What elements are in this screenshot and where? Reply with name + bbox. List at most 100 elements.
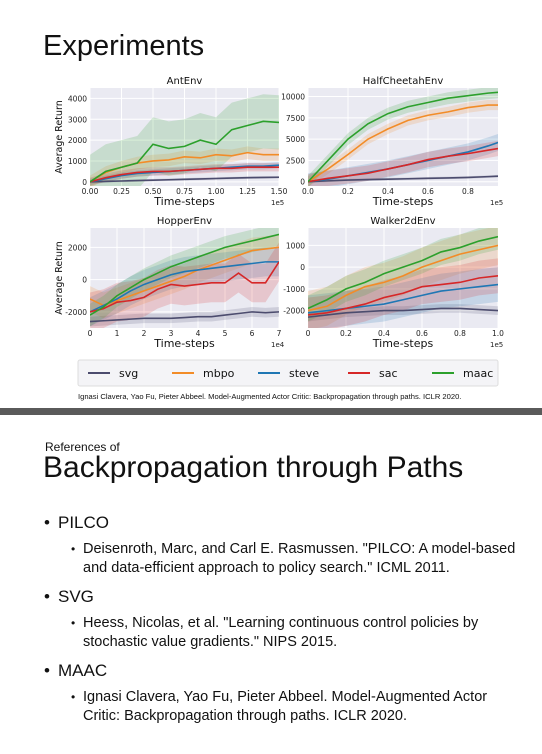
x-tick-label: 7 — [277, 329, 282, 338]
y-tick-label: 4000 — [68, 94, 87, 103]
x-tick-label: 2 — [142, 329, 147, 338]
x-axis-label: Time-steps — [153, 195, 215, 208]
y-tick-label: 1000 — [286, 241, 305, 250]
series-line-mbpo — [308, 244, 498, 312]
chart-panel-0: 0.00 0.25 0.50 0.75 1.00 1.25 1.50 0 1000 2000 300… — [54, 76, 288, 208]
x-tick-label: 0.6 — [422, 187, 434, 196]
x-tick-label: 0.00 — [82, 187, 99, 196]
series-line-maac — [90, 120, 279, 183]
series-line-maac — [90, 233, 279, 316]
chart-title: Walker2dEnv — [370, 216, 435, 227]
band-mbpo — [308, 228, 498, 328]
x-tick-label: 0.2 — [340, 329, 352, 338]
chart-legend: svg mbpo steve sac maac — [77, 359, 499, 387]
plot-background — [90, 228, 279, 328]
series-line-svg — [90, 176, 279, 183]
bullet-icon: • — [44, 513, 50, 532]
x-multiplier: 1e5 — [271, 199, 284, 207]
references-slide: References of Backpropagation through Pa… — [0, 415, 542, 754]
plot-background — [308, 88, 498, 186]
series-line-sac — [308, 147, 498, 183]
bullet-icon: • — [71, 542, 76, 556]
x-tick-label: 0 — [306, 329, 311, 338]
reference-citation-svg: • Heess, Nicolas, et al. "Learning contin… — [71, 614, 524, 652]
x-axis-label: Time-steps — [372, 195, 434, 208]
series-line-svg — [308, 175, 498, 183]
x-tick-label: 1.50 — [271, 187, 288, 196]
series-line-maac — [308, 91, 498, 183]
series-line-mbpo — [308, 104, 498, 183]
x-tick-label: 1.00 — [208, 187, 225, 196]
series-layer — [308, 228, 498, 328]
experiments-slide: Experiments 0.00 0.25 0.50 0.75 1.00 1.25 1.50… — [43, 30, 505, 401]
x-axis-label: Time-steps — [372, 337, 434, 350]
reference-heading-pilco: • PILCO — [44, 512, 524, 534]
legend-label-sac: sac — [379, 367, 398, 380]
band-steve — [308, 134, 498, 186]
x-tick-label: 4 — [196, 329, 201, 338]
y-tick-label: 7500 — [286, 114, 305, 123]
x-tick-label: 0.75 — [176, 187, 193, 196]
chart-title: HalfCheetahEnv — [363, 76, 444, 87]
y-tick-label: 2000 — [68, 136, 87, 145]
results-charts: 0.00 0.25 0.50 0.75 1.00 1.25 1.50010002000300… — [54, 76, 504, 387]
band-mbpo — [308, 99, 498, 186]
y-axis-label: Average Return — [54, 100, 65, 174]
slide-divider — [0, 408, 542, 415]
bullet-icon: • — [44, 661, 50, 680]
y-tick-label: 0 — [82, 276, 87, 285]
y-tick-label: 0 — [300, 263, 305, 272]
bullet-icon: • — [44, 587, 50, 606]
band-maac — [308, 228, 498, 322]
series-line-sac — [90, 261, 279, 313]
band-sac — [90, 242, 279, 328]
legend-label-svg: svg — [119, 367, 138, 380]
bullet-icon: • — [71, 690, 76, 704]
series-line-mbpo — [90, 246, 279, 307]
x-tick-label: 0.2 — [342, 187, 354, 196]
x-tick-label: 0.8 — [454, 329, 466, 338]
x-tick-label: 0.0 — [302, 187, 314, 196]
reference-text: Ignasi Clavera, Yao Fu, Pieter Abbeel. M… — [83, 689, 488, 724]
series-line-svg — [308, 307, 498, 318]
y-axis-label: Average Return — [54, 241, 65, 315]
series-line-sac — [90, 166, 279, 183]
references-title: Backpropagation through Paths — [43, 451, 464, 484]
x-tick-label: 0.4 — [378, 329, 390, 338]
legend-label-mbpo: mbpo — [203, 367, 235, 380]
y-tick-label: 10000 — [281, 93, 305, 102]
reference-text: Deisenroth, Marc, and Carl E. Rasmussen.… — [83, 541, 516, 576]
y-tick-label: 2500 — [286, 156, 305, 165]
x-axis-label: Time-steps — [153, 337, 215, 350]
y-tick-label: 1000 — [68, 157, 87, 166]
y-tick-label: 5000 — [286, 135, 305, 144]
bullet-icon: • — [71, 616, 76, 630]
chart-panel-1: 0.0 0.2 0.4 0.6 0.8 0 2500 5000 7500 10000 HalfChe… — [281, 76, 503, 208]
band-maac — [90, 228, 279, 327]
x-tick-label: 1.25 — [239, 187, 256, 196]
reference-name: PILCO — [58, 513, 110, 532]
x-multiplier: 1e5 — [490, 341, 503, 349]
series-layer — [90, 94, 279, 186]
x-tick-label: 0.8 — [462, 187, 474, 196]
chart-title: AntEnv — [167, 76, 203, 87]
series-line-sac — [308, 275, 498, 316]
x-tick-label: 1.0 — [492, 329, 504, 338]
series-line-steve — [90, 261, 279, 313]
y-tick-label: 2000 — [68, 243, 87, 252]
reference-text: Heess, Nicolas, et al. "Learning continu… — [83, 615, 479, 650]
y-tick-label: 3000 — [68, 115, 87, 124]
y-tick-label: -1000 — [283, 285, 305, 294]
figure-citation: Ignasi Clavera, Yao Fu, Pieter Abbeel. M… — [78, 392, 462, 401]
band-maac — [308, 88, 498, 186]
reference-name: MAAC — [58, 661, 108, 680]
experiments-title: Experiments — [43, 30, 205, 62]
x-tick-label: 0 — [88, 329, 93, 338]
band-steve — [90, 247, 279, 327]
band-svg — [90, 307, 279, 327]
x-tick-label: 0.50 — [145, 187, 162, 196]
x-tick-label: 5 — [223, 329, 228, 338]
reference-citation-pilco: • Deisenroth, Marc, and Carl E. Rasmussen… — [71, 540, 524, 578]
references-list: • PILCO • Deisenroth, Marc, and Carl E. Ra… — [44, 512, 524, 734]
x-tick-label: 6 — [250, 329, 255, 338]
